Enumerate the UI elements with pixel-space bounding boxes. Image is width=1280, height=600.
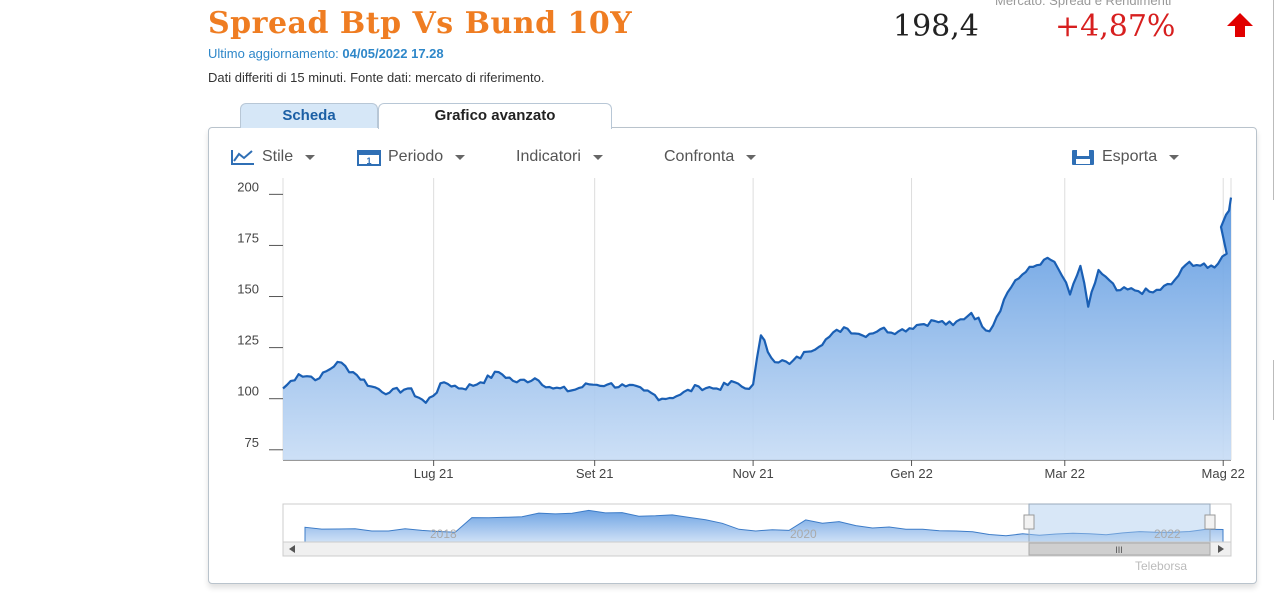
arrow-up-icon xyxy=(1227,13,1253,37)
navigator-year-label: 2020 xyxy=(790,527,817,541)
y-tick-label: 200 xyxy=(237,179,259,194)
y-tick-label: 150 xyxy=(237,282,259,297)
periodo-menu[interactable]: 1 Periodo xyxy=(356,148,466,166)
x-tick-label: Set 21 xyxy=(576,466,614,481)
x-tick-label: Lug 21 xyxy=(414,466,454,481)
y-axis: 75 100 125 150 175 200 xyxy=(237,179,283,451)
series-line xyxy=(282,197,1233,404)
scroll-left-icon xyxy=(289,545,295,553)
series-area xyxy=(283,197,1231,460)
tab-scheda[interactable]: Scheda xyxy=(240,103,378,128)
last-update: Ultimo aggiornamento: 04/05/2022 17.28 xyxy=(208,46,444,61)
x-tick-label: Mag 22 xyxy=(1202,466,1245,481)
navigator-right-handle xyxy=(1204,514,1216,530)
divider xyxy=(1273,360,1274,420)
chevron-down-icon xyxy=(746,154,757,160)
x-tick-label: Mar 22 xyxy=(1045,466,1085,481)
calendar-icon: 1 xyxy=(357,150,381,166)
x-tick-label: Gen 22 xyxy=(890,466,933,481)
chevron-down-icon xyxy=(1169,154,1180,160)
navigator-area xyxy=(304,509,1224,543)
indicatori-menu[interactable]: Indicatori xyxy=(516,148,603,166)
scroll-right-icon xyxy=(1218,545,1224,553)
confronta-menu[interactable]: Confronta xyxy=(664,148,757,166)
x-tick-label: Nov 21 xyxy=(733,466,774,481)
divider xyxy=(1273,0,1274,200)
periodo-label: Periodo xyxy=(388,148,444,165)
y-tick-label: 175 xyxy=(237,230,259,245)
stile-menu[interactable]: Stile xyxy=(230,148,316,166)
chevron-down-icon xyxy=(455,154,466,160)
scrollbar-thumb xyxy=(1028,542,1211,556)
current-price: 198,4 xyxy=(893,9,979,44)
save-icon xyxy=(1072,150,1094,165)
stile-label: Stile xyxy=(262,148,294,165)
esporta-menu[interactable]: Esporta xyxy=(1070,148,1180,166)
navigator-selection xyxy=(1028,503,1211,543)
line-chart-icon xyxy=(231,150,254,165)
price-change: +4,87% xyxy=(1055,9,1176,44)
market-label: Mercato: Spread e Rendimenti xyxy=(995,0,1172,8)
confronta-label: Confronta xyxy=(664,148,735,165)
navigator-left-handle xyxy=(1023,514,1035,530)
credit-label: Teleborsa xyxy=(1135,559,1188,573)
indicatori-label: Indicatori xyxy=(516,148,581,165)
range-navigator[interactable]: 2018 2020 2022 III xyxy=(282,503,1232,557)
page-title: Spread Btp Vs Bund 10Y xyxy=(208,6,633,41)
y-tick-label: 75 xyxy=(245,435,259,450)
navigator-year-label: 2018 xyxy=(430,527,457,541)
x-axis: Lug 21 Set 21 Nov 21 Gen 22 Mar 22 Mag 22 xyxy=(414,460,1245,481)
delay-note: Dati differiti di 15 minuti. Fonte dati:… xyxy=(208,70,545,85)
last-update-label: Ultimo aggiornamento: xyxy=(208,46,339,61)
navigator-year-label: 2022 xyxy=(1154,527,1181,541)
y-tick-label: 100 xyxy=(237,384,259,399)
svg-text:1: 1 xyxy=(366,156,371,166)
scrollbar-grip-icon: III xyxy=(1115,545,1123,555)
scrollbar-track xyxy=(282,541,1232,557)
chevron-down-icon xyxy=(305,154,316,160)
y-tick-label: 125 xyxy=(237,333,259,348)
last-update-value: 04/05/2022 17.28 xyxy=(342,46,444,61)
chevron-down-icon xyxy=(592,154,603,160)
tab-grafico-avanzato[interactable]: Grafico avanzato xyxy=(378,103,612,129)
esporta-label: Esporta xyxy=(1102,148,1158,165)
